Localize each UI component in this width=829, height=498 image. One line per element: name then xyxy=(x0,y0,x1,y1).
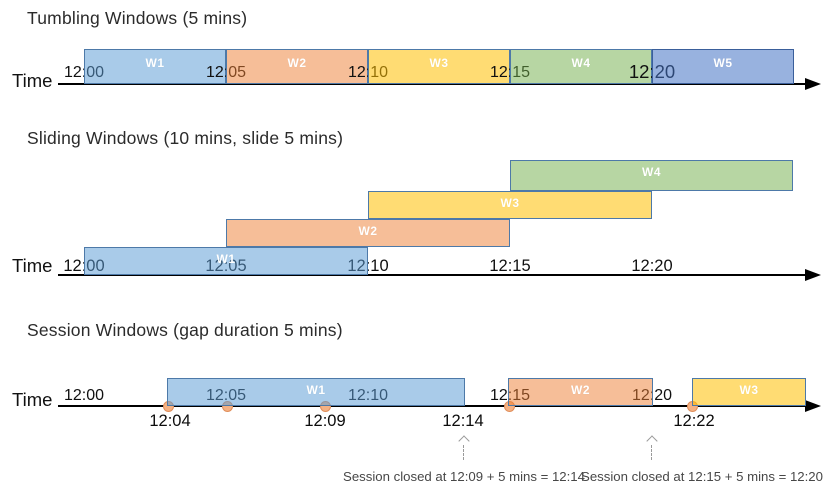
session-window-w1: W1 xyxy=(167,378,465,406)
tumbling-axis-arrow-icon xyxy=(805,78,821,90)
tumbling-window-w5: W5 xyxy=(652,49,794,84)
session-annotation-text-1: Session closed at 12:15 + 5 mins = 12:20 xyxy=(581,469,823,484)
tumbling-window-label-w2: W2 xyxy=(287,56,307,70)
session-time-axis-label: Time xyxy=(12,389,53,410)
session-annotation-arrow-icon-1 xyxy=(646,435,658,447)
sliding-window-w1: W1 xyxy=(84,247,368,275)
tumbling-window-w1: W1 xyxy=(84,49,226,84)
sliding-window-w4: W4 xyxy=(510,160,793,191)
session-event-time-1209: 12:09 xyxy=(304,412,346,430)
sliding-window-label-w1: W1 xyxy=(216,252,236,266)
session-event-time-1222: 12:22 xyxy=(673,412,715,430)
sliding-window-w3: W3 xyxy=(368,191,652,219)
tumbling-window-label-w4: W4 xyxy=(571,56,591,70)
sliding-window-w2: W2 xyxy=(226,219,510,247)
tumbling-title: Tumbling Windows (5 mins) xyxy=(27,8,248,28)
session-axis-arrow-icon xyxy=(805,400,821,412)
session-event-time-1204: 12:04 xyxy=(149,412,191,430)
session-annotation-arrow-stem-0 xyxy=(463,445,464,460)
session-event-time-1214: 12:14 xyxy=(442,412,484,430)
session-window-label-w2: W2 xyxy=(571,383,590,397)
sliding-window-label-w4: W4 xyxy=(642,165,661,179)
tumbling-window-label-w1: W1 xyxy=(145,56,165,70)
sliding-tick-label-1215: 12:15 xyxy=(489,257,531,275)
sliding-time-axis-line xyxy=(58,273,806,277)
tumbling-window-w4: W4 xyxy=(510,49,652,84)
session-tick-label-1200: 12:00 xyxy=(63,387,105,404)
sliding-time-axis-label: Time xyxy=(12,255,53,276)
tumbling-window-label-w5: W5 xyxy=(713,56,733,70)
sliding-window-label-w2: W2 xyxy=(358,224,378,238)
session-window-label-w1: W1 xyxy=(306,383,326,397)
sliding-axis-arrow-icon xyxy=(805,269,821,281)
session-annotation-arrow-stem-1 xyxy=(651,445,652,460)
tumbling-window-label-w3: W3 xyxy=(429,56,449,70)
session-title: Session Windows (gap duration 5 mins) xyxy=(27,320,343,340)
session-window-w2: W2 xyxy=(508,378,653,406)
session-window-w3: W3 xyxy=(692,378,806,406)
tumbling-window-w3: W3 xyxy=(368,49,510,84)
sliding-title: Sliding Windows (10 mins, slide 5 mins) xyxy=(27,128,344,148)
sliding-tick-label-1220: 12:20 xyxy=(631,257,673,275)
tumbling-time-axis-label: Time xyxy=(12,70,53,91)
session-window-label-w3: W3 xyxy=(739,383,759,397)
session-annotation-arrow-icon-0 xyxy=(458,435,470,447)
tumbling-window-w2: W2 xyxy=(226,49,368,84)
session-annotation-text-0: Session closed at 12:09 + 5 mins = 12:14 xyxy=(343,469,585,484)
sliding-window-label-w3: W3 xyxy=(500,196,520,210)
